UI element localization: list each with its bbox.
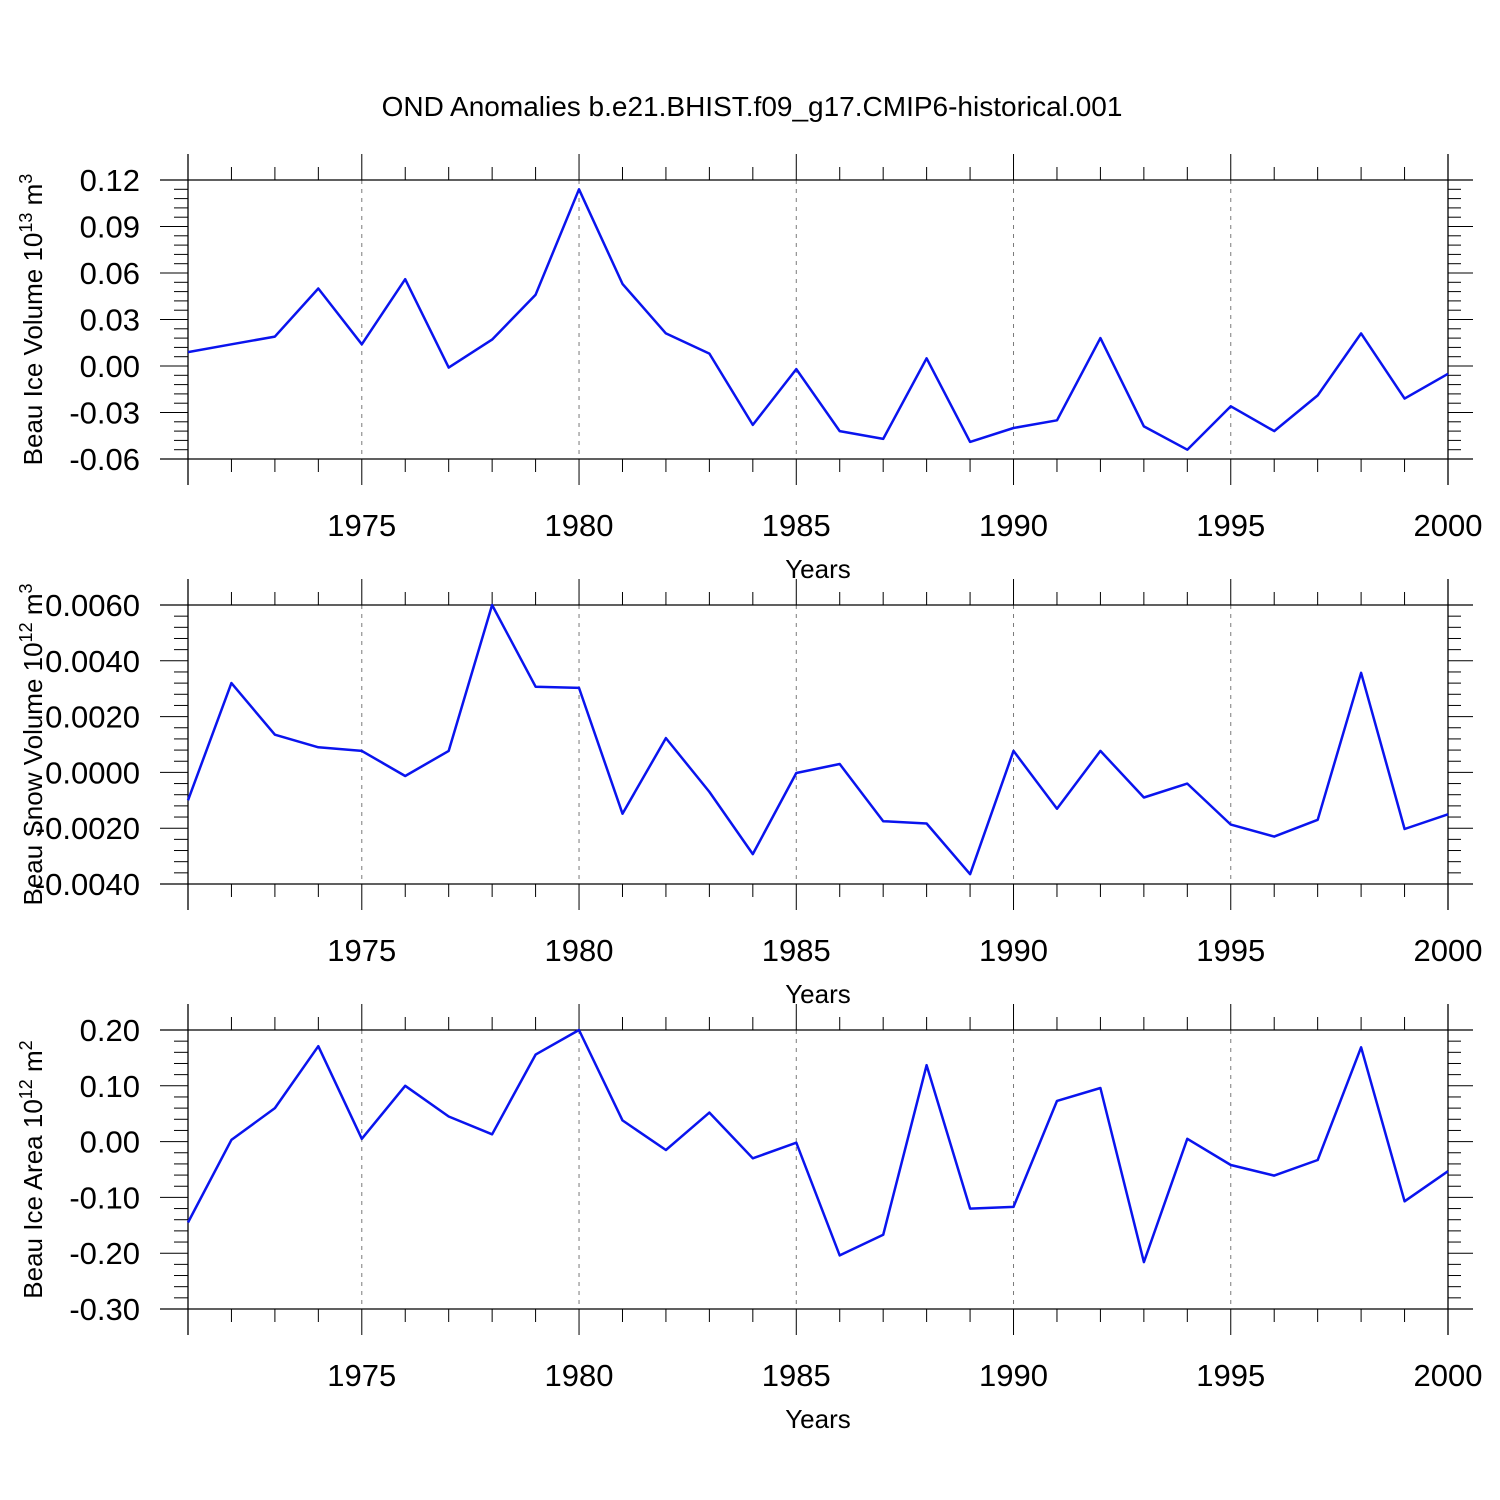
x-tick-label: 1990 bbox=[979, 508, 1048, 543]
x-tick-label: 1995 bbox=[1196, 508, 1265, 543]
panel-3: 0.20 0.10 0.00 -0.10 -0.20 -0.30 1975 1980 1985 1… bbox=[16, 1004, 1482, 1434]
y-tick-label: -0.20 bbox=[69, 1236, 140, 1271]
y-tick-label: -0.0020 bbox=[35, 811, 140, 846]
series-line-1 bbox=[186, 1028, 1449, 1264]
x-tick-label: 1995 bbox=[1196, 933, 1265, 968]
x-tick-label: 1980 bbox=[545, 508, 614, 543]
y-tick-label: 0.00 bbox=[80, 349, 140, 384]
x-tick-label: 1990 bbox=[979, 1358, 1048, 1393]
y-axis-label-superscript: 2 bbox=[16, 1040, 36, 1050]
y-axis-label-superscript: 3 bbox=[16, 583, 36, 593]
y-tick-label: 0.0060 bbox=[45, 588, 140, 623]
x-tick-label: 2000 bbox=[1414, 1358, 1483, 1393]
y-axis-label-text: Beau Snow Volume 10 bbox=[18, 642, 48, 905]
y-axis-label-text: Beau Ice Area 10 bbox=[18, 1099, 48, 1298]
chart-title: OND Anomalies b.e21.BHIST.f09_g17.CMIP6-… bbox=[382, 91, 1123, 122]
x-tick-label: 1990 bbox=[979, 933, 1048, 968]
y-tick-label: 0.06 bbox=[80, 256, 140, 291]
x-tick-label: 1995 bbox=[1196, 1358, 1265, 1393]
x-axis-label: Years bbox=[785, 554, 851, 584]
y-tick-label: 0.10 bbox=[80, 1069, 140, 1104]
y-axis-label-text: m bbox=[18, 184, 48, 213]
y-tick-label: 0.20 bbox=[80, 1013, 140, 1048]
y-axis-label-superscript: 3 bbox=[16, 174, 36, 184]
y-tick-label: -0.30 bbox=[69, 1292, 140, 1327]
y-tick-label: 0.0020 bbox=[45, 700, 140, 735]
y-axis-label-text: m bbox=[18, 594, 48, 623]
y-axis-label-superscript: 12 bbox=[16, 622, 36, 642]
y-tick-label: 0.0000 bbox=[45, 755, 140, 790]
x-tick-label: 1975 bbox=[327, 933, 396, 968]
y-tick-label: 0.03 bbox=[80, 303, 140, 338]
x-tick-label: 1975 bbox=[327, 1358, 396, 1393]
series-line-1 bbox=[186, 603, 1449, 876]
x-tick-label: 1985 bbox=[762, 508, 831, 543]
series-line-1 bbox=[187, 188, 1449, 451]
y-tick-label: -0.03 bbox=[69, 396, 140, 431]
x-tick-label: 1985 bbox=[762, 1358, 831, 1393]
y-tick-label: -0.0040 bbox=[35, 867, 140, 902]
y-axis-label: Beau Ice Area 1012 m2 bbox=[16, 1040, 48, 1298]
y-axis-label: Beau Ice Volume 1013 m3 bbox=[16, 174, 48, 466]
x-tick-label: 1980 bbox=[545, 933, 614, 968]
x-tick-label: 2000 bbox=[1414, 933, 1483, 968]
y-axis-label-superscript: 12 bbox=[16, 1079, 36, 1099]
y-tick-label: 0.12 bbox=[80, 163, 140, 198]
y-axis-label-text: m bbox=[18, 1050, 48, 1079]
y-axis-label-text: Beau Ice Volume 10 bbox=[18, 233, 48, 466]
y-axis-label-superscript: 13 bbox=[16, 213, 36, 233]
panel-1: 0.12 0.09 0.06 0.03 0.00 -0.03 -0.06 1975 1980 19… bbox=[16, 154, 1482, 584]
x-tick-label: 1975 bbox=[327, 508, 396, 543]
y-tick-label: -0.06 bbox=[69, 442, 140, 477]
x-tick-label: 2000 bbox=[1414, 508, 1483, 543]
x-tick-label: 1980 bbox=[545, 1358, 614, 1393]
y-tick-label: -0.10 bbox=[69, 1180, 140, 1215]
x-tick-label: 1985 bbox=[762, 933, 831, 968]
x-axis-label: Years bbox=[785, 979, 851, 1009]
y-tick-label: 0.0040 bbox=[45, 644, 140, 679]
y-tick-label: 0.00 bbox=[80, 1125, 140, 1160]
panel-2: 0.0060 0.0040 0.0020 0.0000 -0.0020 -0.0040 19… bbox=[16, 579, 1482, 1009]
x-axis-label: Years bbox=[785, 1404, 851, 1434]
y-axis-label: Beau Snow Volume 1012 m3 bbox=[16, 583, 48, 905]
y-tick-label: 0.09 bbox=[80, 210, 140, 245]
